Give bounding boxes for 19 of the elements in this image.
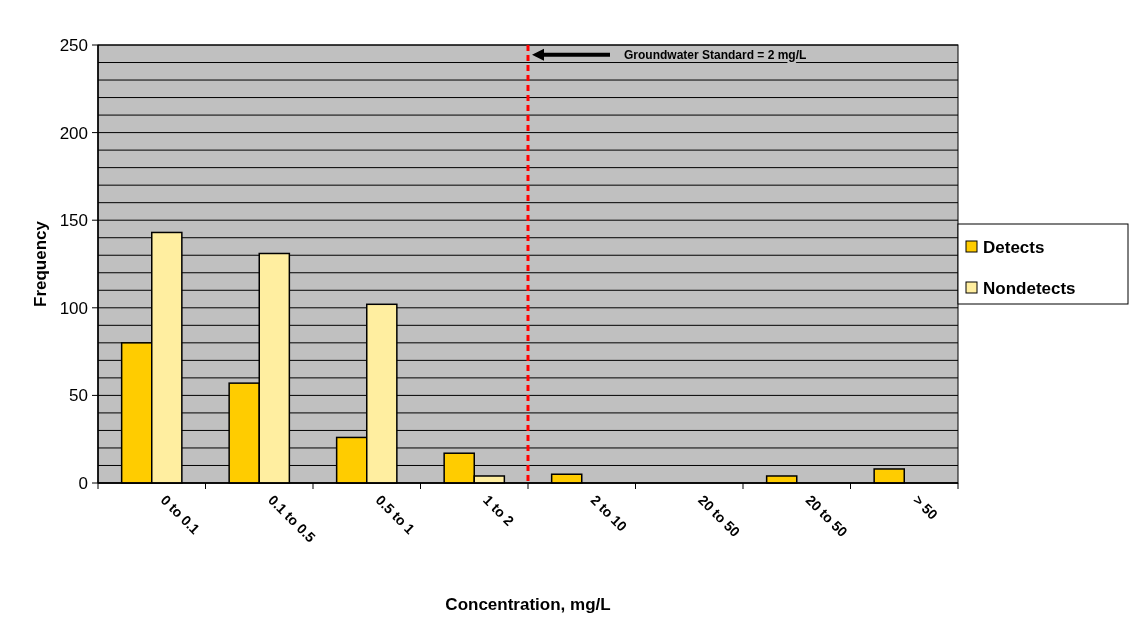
x-tick-label: 0 to 0.1 bbox=[157, 491, 204, 538]
x-tick-label: 1 to 2 bbox=[480, 491, 518, 530]
x-tick-label: 0.1 to 0.5 bbox=[265, 491, 319, 546]
legend-label: Nondetects bbox=[983, 278, 1076, 298]
annotation: Groundwater Standard = 2 mg/L bbox=[624, 48, 807, 63]
x-axis-title: Concentration, mg/L bbox=[445, 595, 611, 614]
y-tick-label: 0 bbox=[78, 473, 88, 493]
y-tick-label: 100 bbox=[59, 298, 88, 318]
y-axis-title: Frequency bbox=[31, 220, 50, 307]
x-tick-label: 20 to 50 bbox=[802, 491, 851, 541]
x-tick-label: 2 to 10 bbox=[587, 491, 631, 535]
x-tick-label: > 50 bbox=[910, 491, 942, 523]
y-tick-label: 200 bbox=[59, 123, 88, 143]
y-tick-label: 50 bbox=[69, 386, 88, 406]
x-tick-label: 0.5 to 1 bbox=[372, 491, 419, 538]
y-tick-label: 150 bbox=[59, 211, 88, 231]
y-tick-label: 250 bbox=[59, 35, 88, 55]
x-tick-label: 20 to 50 bbox=[695, 491, 744, 541]
legend-label: Detects bbox=[983, 237, 1045, 257]
